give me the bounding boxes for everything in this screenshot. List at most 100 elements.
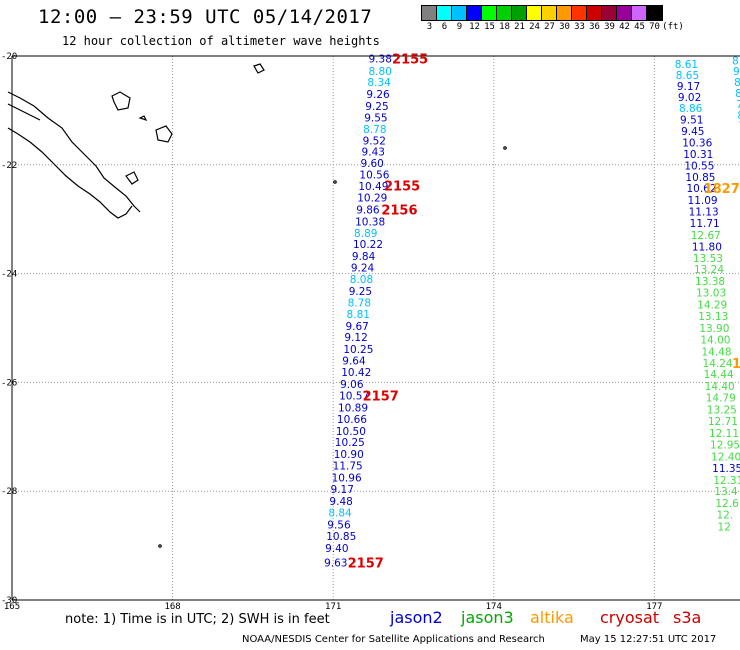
wave-height-value: 10.57 — [339, 390, 369, 402]
wave-height-value: 9.25 — [365, 101, 388, 113]
wave-height-value: 9.17 — [677, 81, 700, 93]
mission-s3a: s3a — [673, 608, 702, 627]
wave-height-value: 9.48 — [329, 496, 352, 508]
wave-height-value: 9.67 — [345, 321, 368, 333]
wave-height-value: 10.29 — [357, 192, 387, 204]
wave-height-value: 13.38 — [695, 276, 725, 288]
wave-height-value: 9.55 — [364, 112, 387, 124]
footer-generated-time: May 15 12:27:51 UTC 2017 — [580, 634, 717, 645]
wave-height-value: 8.81 — [347, 309, 370, 321]
wave-height-value: 9.25 — [349, 286, 372, 298]
wave-height-value: 9.45 — [681, 126, 704, 138]
legend-tick-label: 9 — [456, 22, 463, 32]
footer-credit: NOAA/NESDIS Center for Satellite Applica… — [242, 634, 545, 645]
wave-height-value: 8.08 — [350, 274, 373, 286]
overpass-time-label: 2155 — [384, 179, 420, 194]
wave-height-value: 8.34 — [735, 88, 740, 100]
wave-height-value: 13.25 — [707, 405, 737, 417]
wave-height-value: 9.43 — [362, 147, 385, 159]
wave-height-value: 10.42 — [341, 367, 371, 379]
wave-height-value: 12.67 — [691, 230, 721, 242]
legend-tick-label: 30 — [559, 22, 570, 32]
wave-height-value: 8.33 — [734, 77, 740, 89]
lon-tick-label: 177 — [646, 602, 662, 610]
map-title: 12:00 – 23:59 UTC 05/14/2017 — [38, 6, 373, 28]
wave-height-value: 7.4 — [736, 99, 740, 111]
wave-height-value: 10.22 — [353, 239, 383, 251]
lat-tick-label: -22 — [1, 161, 17, 171]
color-scale-legend: 3 6 9 12 15 18 21 24 27 30 33 36 39 42 45 70 (ft) — [421, 5, 684, 33]
legend-tick-label: 6 — [441, 22, 448, 32]
wave-height-value: 12.11 — [709, 428, 739, 440]
wave-height-value: 12.40 — [711, 451, 740, 463]
legend-swatch — [632, 6, 647, 20]
wave-height-value: 8.84 — [328, 507, 352, 519]
overpass-time-label: 2157 — [363, 389, 399, 404]
wave-height-value: 10.49 — [358, 181, 388, 193]
wave-height-value: 9.52 — [363, 135, 386, 147]
legend-swatch — [512, 6, 527, 20]
legend-swatch — [422, 6, 437, 20]
wave-height-value: 10.89 — [338, 402, 368, 414]
wave-height-value: 9.51 — [680, 115, 703, 127]
lat-tick-label: -24 — [1, 270, 17, 280]
wave-height-value: 11.09 — [688, 195, 718, 207]
mission-jason2: jason2 — [390, 608, 443, 627]
legend-tick-label: 24 — [529, 22, 540, 32]
wave-height-value: 10.85 — [685, 172, 715, 184]
wave-height-value: 10.38 — [355, 216, 385, 228]
wave-height-value: 10.96 — [332, 473, 362, 485]
wave-height-value: 14.48 — [701, 346, 731, 358]
wave-height-value: 10.55 — [684, 160, 714, 172]
wave-height-value: 13.13 — [698, 311, 728, 323]
wave-height-value: 12 — [718, 522, 731, 534]
overpass-time-label: 2157 — [348, 556, 384, 571]
wave-height-value: 9.84 — [352, 251, 376, 263]
wave-height-value: 9.38 — [369, 54, 392, 66]
wave-height-value: 10.66 — [337, 414, 367, 426]
wave-height-value: 8.87 — [732, 55, 740, 67]
wave-height-value: 13.53 — [693, 253, 723, 265]
wave-height-value: 13.24 — [694, 264, 724, 276]
wave-height-value: 14.44 — [704, 369, 734, 381]
wave-height-value: 10.85 — [326, 531, 356, 543]
lat-tick-label: -30 — [1, 596, 17, 606]
wave-height-value: 10.36 — [682, 137, 712, 149]
legend-swatch — [617, 6, 632, 20]
lat-tick-label: -28 — [1, 487, 17, 497]
legend-tick-label: 15 — [484, 22, 495, 32]
overpass-time-label: 2155 — [392, 53, 428, 68]
wave-height-value: 8.61 — [675, 59, 698, 71]
legend-swatch — [482, 6, 497, 20]
wave-height-value: 12.6 — [715, 498, 739, 510]
wave-height-value: 9.60 — [360, 158, 383, 170]
altimeter-map: 165 168 171 174 177-20-22-24-26-28-30 9.388.… — [1, 52, 740, 610]
legend-tick-label: 33 — [574, 22, 585, 32]
wave-height-value: 14.79 — [706, 393, 736, 405]
legend-tick-label: 21 — [514, 22, 525, 32]
wave-height-value: 12.95 — [710, 439, 740, 451]
wave-height-value: 9.64 — [342, 356, 366, 368]
wave-height-value: 9.17 — [331, 484, 354, 496]
wave-height-value: 9.24 — [351, 263, 375, 275]
legend-tick-label: 27 — [544, 22, 555, 32]
legend-tick-label: 70 — [649, 22, 660, 32]
legend-tick-label: 36 — [589, 22, 600, 32]
wave-height-value: 11.71 — [690, 218, 720, 230]
legend-swatch — [587, 6, 602, 20]
overpass-time-label: 182 — [732, 357, 740, 372]
wave-height-value: 8.86 — [679, 103, 703, 115]
legend-swatch — [602, 6, 617, 20]
legend-tick-label: 18 — [499, 22, 510, 32]
wave-height-tracks: 9.388.808.349.269.259.558.789.529.439.60… — [324, 54, 740, 570]
wave-height-value: 10.25 — [335, 437, 365, 449]
wave-height-value: 13.03 — [696, 288, 726, 300]
wave-height-value: 8.78 — [363, 124, 386, 136]
lon-tick-label: 174 — [486, 602, 502, 610]
legend-tick-label: 42 — [619, 22, 630, 32]
wave-height-value: 13.90 — [699, 323, 729, 335]
wave-height-value: 9.00 — [733, 66, 740, 78]
legend-tick-label: 12 — [469, 22, 480, 32]
legend-unit: (ft) — [662, 22, 684, 32]
wave-height-value: 10.31 — [683, 149, 713, 161]
